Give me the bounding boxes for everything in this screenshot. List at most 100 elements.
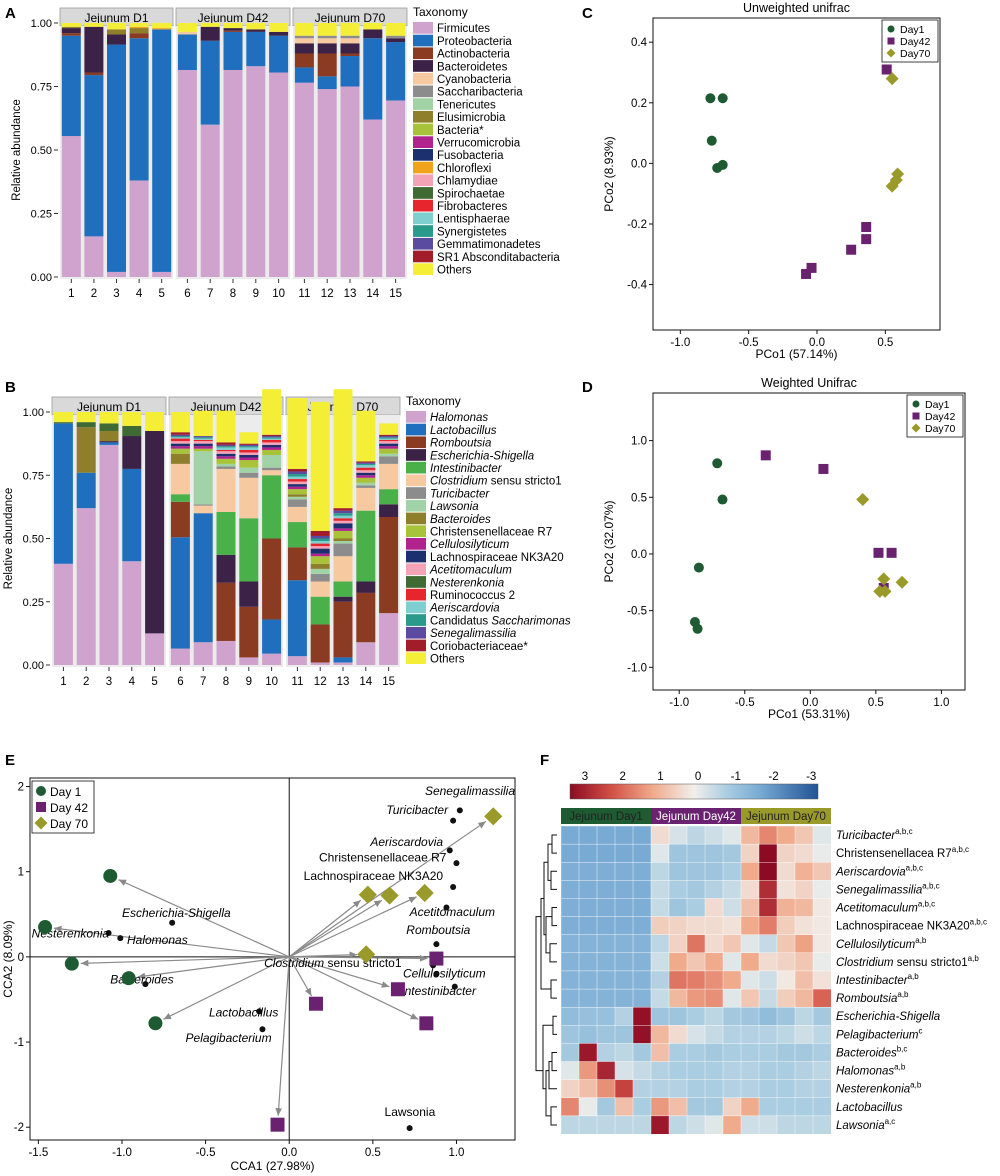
a-legend-label: Spirochaetae — [437, 188, 505, 200]
b-bar-segment — [239, 447, 259, 450]
f-heatmap-cell — [740, 988, 760, 1008]
e-vector-arrow — [288, 956, 313, 997]
f-heatmap-cell — [596, 1061, 616, 1081]
e-species-point — [256, 1008, 263, 1015]
a-bar-segment — [246, 29, 266, 32]
a-bar-segment — [340, 23, 360, 36]
e-vector-arrow — [53, 925, 290, 958]
d-y-tick-label: 0.5 — [631, 492, 647, 504]
a-legend-swatch — [413, 199, 433, 212]
a-x-tick-label: 15 — [389, 288, 402, 300]
b-bar-segment — [262, 389, 282, 435]
f-heatmap-cell — [794, 898, 814, 917]
a-bar-segment — [61, 35, 81, 137]
a-bar-segment — [363, 23, 383, 30]
b-legend-label: Senegalimassilia — [430, 628, 516, 640]
f-heatmap-cell — [704, 1079, 724, 1099]
f-heatmap-cell — [704, 952, 724, 972]
e-y-tick-label: -1 — [14, 1037, 24, 1049]
e-point-day70 — [380, 886, 399, 905]
panel-f: 3 2 1 0 -1 -2 -3 Jejunum Day1 Jejunum Day42 Jejun… — [535, 771, 987, 1135]
b-bar-segment — [379, 423, 399, 435]
c-y-tick-label: 0.2 — [631, 98, 647, 110]
a-y-tick-label: 0.00 — [31, 272, 52, 284]
b-bar-segment — [356, 465, 376, 468]
f-group-label: Jejunum Day1 — [569, 811, 643, 823]
a-x-tick-label: 13 — [344, 288, 357, 300]
f-heatmap-cell — [650, 1097, 670, 1117]
a-bar-segment — [152, 271, 172, 277]
f-heatmap-cell — [614, 1006, 634, 1026]
f-heatmap-cell — [596, 1006, 616, 1026]
b-bar-segment — [287, 522, 307, 548]
a-legend-label: Proteobacteria — [437, 36, 512, 48]
a-legend-label: SR1 Absconditabacteria — [437, 252, 560, 264]
a-bar-segment — [223, 69, 243, 278]
f-heatmap-cell — [614, 880, 634, 899]
b-legend-label: Nesterenkonia — [430, 577, 504, 589]
b-bar-segment — [379, 443, 399, 447]
f-heatmap-cell — [776, 1043, 796, 1062]
e-species-label: Intestinibacter — [401, 984, 477, 998]
c-point-day1 — [717, 159, 728, 170]
f-heatmap-cell — [578, 988, 598, 1008]
b-bar-segment — [193, 438, 213, 440]
f-heatmap-cell — [758, 952, 778, 972]
a-bar-segment — [317, 76, 337, 90]
d-x-tick-label: 1.0 — [933, 697, 949, 709]
e-point-day70 — [484, 807, 503, 826]
f-heatmap-cell — [722, 934, 742, 954]
f-row-label: Pelagibacteriumc — [836, 1026, 922, 1041]
c-x-tick-label: 0.5 — [877, 337, 893, 349]
a-legend-swatch — [413, 149, 433, 161]
b-legend-swatch — [406, 538, 426, 550]
f-heatmap-cell — [758, 898, 778, 917]
b-bar-segment — [287, 473, 307, 477]
e-point-day1 — [103, 868, 118, 883]
d-title: Weighted Unifrac — [761, 376, 857, 390]
f-heatmap-cell — [794, 952, 814, 972]
d-y-tick-label: 1.0 — [631, 436, 647, 448]
b-bar-segment — [287, 486, 307, 490]
e-vector-arrow — [80, 956, 290, 967]
e-y-tick-label: 2 — [18, 782, 24, 794]
b-bar-segment — [333, 389, 353, 509]
b-bar-segment — [333, 510, 353, 514]
f-heatmap-cell — [632, 952, 652, 972]
b-bar-segment — [239, 518, 259, 582]
b-bar-segment — [145, 430, 165, 634]
b-bar-segment — [216, 554, 236, 583]
a-x-tick-label: 8 — [230, 288, 236, 300]
a-bar-segment — [223, 23, 243, 29]
f-heatmap-cell — [650, 1006, 670, 1026]
f-heatmap-cell — [740, 880, 760, 899]
f-heatmap-cell — [776, 1025, 796, 1044]
f-heatmap-cell — [632, 1097, 652, 1117]
f-row-label: Romboutsiaa,b — [836, 990, 909, 1005]
f-heatmap-cell — [668, 988, 688, 1008]
f-heatmap-cell — [560, 843, 580, 863]
d-legend-label: Day42 — [925, 411, 956, 423]
f-heatmap-cell — [722, 952, 742, 972]
f-heatmap-cell — [704, 1097, 724, 1117]
a-legend-swatch — [413, 136, 433, 148]
f-heatmap-cell — [578, 1006, 598, 1026]
a-bar-segment — [107, 271, 126, 277]
f-group-label: Jejunum Day70 — [746, 811, 826, 823]
b-bar-segment — [262, 475, 282, 539]
f-heatmap-cell — [668, 1025, 688, 1044]
b-bar-segment — [310, 563, 330, 569]
f-heatmap-cell — [794, 825, 814, 845]
e-species-label: Pelagibacterium — [186, 1031, 272, 1045]
b-bar-segment — [310, 624, 330, 663]
b-legend-swatch — [406, 614, 426, 626]
a-x-tick-label: 5 — [158, 288, 164, 300]
b-bar-segment — [193, 446, 213, 449]
b-x-tick-label: 1 — [60, 676, 66, 688]
f-heatmap-cell — [686, 898, 706, 917]
e-species-point — [105, 930, 112, 937]
a-x-tick-label: 1 — [68, 288, 74, 300]
a-bar-segment — [386, 100, 406, 277]
f-heatmap-cell — [560, 1115, 580, 1135]
